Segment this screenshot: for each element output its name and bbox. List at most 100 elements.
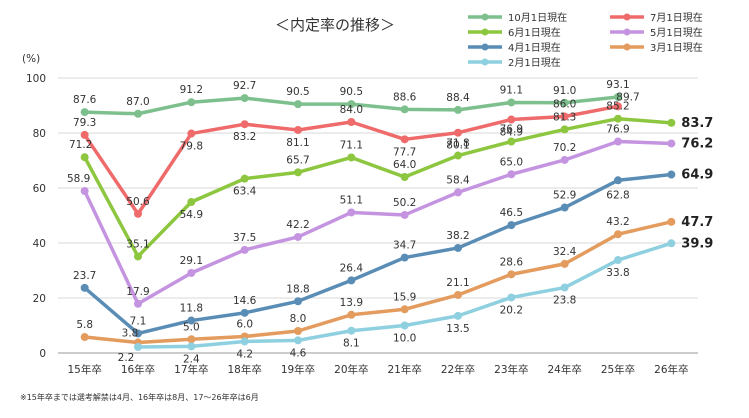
footnote: ※15年卒までは選考解禁は4月、16年卒は8月、17～26年卒は6月 [20,392,259,402]
data-label: 88.6 [393,91,417,103]
series-lines [80,92,676,351]
x-tick-label: 23年卒 [494,363,528,376]
data-point [240,245,249,254]
data-labels: 87.6 87.0 91.2 92.7 90.5 90.5 88.6 88.4 91.1 91.0… [67,79,713,365]
data-label: 77.7 [393,146,416,158]
y-tick-label: 40 [33,238,46,250]
series-line [84,220,672,345]
data-label: 84.0 [340,104,363,116]
x-tick-label: 15年卒 [67,363,101,376]
x-tick-label: 20年卒 [334,363,368,376]
x-tick-label: 25年卒 [601,363,635,376]
series-line [83,116,672,259]
y-tick-label: 80 [33,128,46,140]
data-point [667,118,676,127]
x-tick-label: 17年卒 [174,363,208,376]
data-label: 32.4 [553,246,577,258]
legend-label: 6月1日現在 [508,27,561,39]
data-point [80,108,89,117]
data-label: 50.6 [126,196,150,208]
data-label: 20.2 [500,304,523,316]
y-axis-unit: (%) [22,53,40,65]
x-tick-label: 19年卒 [281,363,315,376]
data-point [400,105,409,114]
data-point [187,342,196,351]
data-label: 83.2 [233,131,256,143]
data-point [560,155,569,164]
data-point [187,316,196,325]
legend-label: 5月1日現在 [650,27,703,39]
data-point [134,109,142,118]
data-point [187,198,196,207]
data-point [507,270,516,279]
data-point [454,243,462,252]
data-point [240,94,249,103]
data-point [614,102,622,111]
data-label: 4.2 [236,348,253,360]
data-point [187,335,196,344]
data-point [294,232,302,241]
data-point [240,337,249,346]
data-label: 90.5 [286,86,309,98]
data-point [614,230,622,239]
data-label: 83.7 [681,116,713,131]
data-label: 62.8 [606,189,629,201]
data-label: 63.4 [233,186,257,198]
data-label: 35.1 [126,238,149,250]
data-point [454,105,462,114]
data-point [507,170,516,179]
data-label: 43.2 [606,216,629,228]
y-tick-label: 20 [33,293,46,305]
data-point [187,98,196,107]
data-point [614,176,622,185]
data-point [347,208,356,217]
data-point [347,276,356,285]
data-point [560,203,569,212]
data-label: 23.7 [73,270,96,282]
data-point [667,239,676,248]
data-point [134,342,142,351]
data-point [80,130,89,139]
data-label: 93.1 [606,79,629,91]
data-label: 8.0 [290,313,307,325]
data-point [614,114,622,123]
y-tick-label: 100 [26,73,46,85]
data-point [400,173,409,181]
data-point [80,283,89,292]
data-label: 38.2 [446,230,469,242]
data-point [507,137,516,146]
data-label: 76.9 [500,124,523,136]
data-label: 91.2 [180,84,203,96]
legend-label: 2月1日現在 [508,57,561,69]
x-tick-label: 16年卒 [121,363,155,376]
data-label: 8.1 [343,338,360,350]
data-label: 5.0 [183,321,200,333]
data-label: 88.4 [446,92,470,104]
data-point [240,174,249,183]
data-point [667,139,676,148]
data-point [400,135,409,144]
legend-label: 7月1日現在 [650,12,703,24]
legend-marker [481,13,489,21]
data-label: 7.1 [130,315,147,327]
legend-marker [623,13,631,21]
series-line [83,139,672,306]
data-label: 87.6 [73,94,97,106]
data-label: 6.0 [236,319,253,331]
data-point [347,153,356,162]
data-label: 15.9 [393,291,416,303]
data-point [560,98,569,107]
data-point [667,170,676,179]
data-label: 5.8 [76,319,93,331]
data-label: 13.9 [340,297,363,309]
data-label: 91.0 [553,85,576,97]
legend-marker [623,28,631,36]
data-label: 2.2 [118,352,135,364]
data-label: 46.5 [500,207,523,219]
legend-marker [481,58,489,66]
data-label: 13.5 [446,323,469,335]
legend: 10月1日現在 7月1日現在 6月1日現在 5月1日現在 4月1日現在 3月1日現在 2月1… [468,12,703,69]
data-point [294,100,302,109]
data-label: 79.3 [73,117,96,129]
data-label: 64.9 [681,168,713,183]
